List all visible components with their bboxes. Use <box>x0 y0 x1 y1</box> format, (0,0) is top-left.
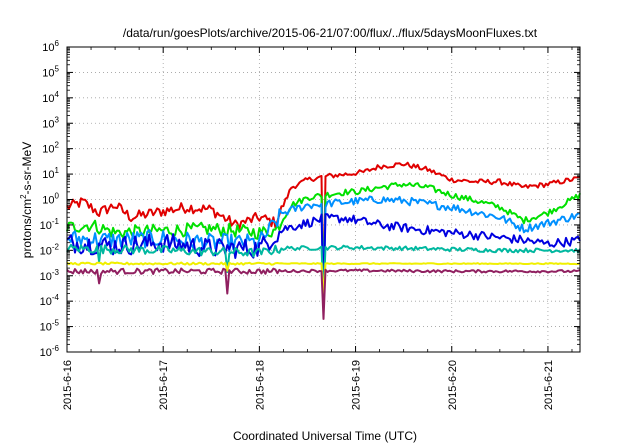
y-tick-label-exp: 2 <box>55 141 60 150</box>
y-tick-label-exp: 5 <box>55 64 60 73</box>
series-line <box>66 267 581 320</box>
y-axis-label: protons/cm2-s-sr-MeV <box>19 142 34 258</box>
y-tick-label-base: 10 <box>42 195 54 207</box>
y-tick-label-base: 10 <box>42 67 54 79</box>
y-tick-label: 10-5 <box>40 319 60 334</box>
y-tick-label: 100 <box>42 192 59 207</box>
y-tick-label-exp: 4 <box>55 90 60 99</box>
x-tick-label: 2015-6-19 <box>351 360 363 410</box>
y-tick-label-base: 10 <box>40 271 52 283</box>
x-tick-label: 2015-6-16 <box>62 360 74 410</box>
y-tick-label-exp: -1 <box>52 217 60 226</box>
y-tick-label-exp: 6 <box>55 39 60 48</box>
y-tick-label-exp: 0 <box>55 192 60 201</box>
y-tick-label-exp: -5 <box>52 319 60 328</box>
y-tick-label: 103 <box>42 115 59 130</box>
x-tick-label: 2015-6-18 <box>254 360 266 410</box>
y-tick-label-base: 10 <box>42 93 54 105</box>
y-axis-label-part: protons/cm <box>20 199 34 258</box>
x-tick-label: 2015-6-17 <box>158 360 170 410</box>
x-tick-labels: 2015-6-16 2015-6-17 2015-6-18 2015-6-19 2015… <box>62 360 555 410</box>
y-tick-label-base: 10 <box>40 347 52 359</box>
y-tick-label: 104 <box>42 90 59 105</box>
plot-border <box>66 46 581 353</box>
y-axis-label-part: -s-sr-MeV <box>20 142 34 195</box>
chart-title: /data/run/goesPlots/archive/2015-06-21/0… <box>123 26 538 40</box>
series-group <box>66 161 581 320</box>
y-tick-label-exp: -4 <box>52 293 60 302</box>
y-tick-label-base: 10 <box>42 118 54 130</box>
y-tick-label-exp: -3 <box>52 268 60 277</box>
y-tick-label: 10-6 <box>40 344 60 359</box>
x-tick-label: 2015-6-21 <box>543 360 555 410</box>
y-tick-label-exp: -2 <box>52 242 60 251</box>
y-axis-label-sup: 2 <box>19 194 28 199</box>
y-tick-label: 105 <box>42 64 59 79</box>
y-tick-label-base: 10 <box>42 169 54 181</box>
y-tick-label-exp: -6 <box>52 344 60 353</box>
x-axis-label: Coordinated Universal Time (UTC) <box>233 429 417 443</box>
y-tick-label: 10-2 <box>40 242 60 257</box>
y-tick-label-base: 10 <box>42 42 54 54</box>
y-tick-label: 101 <box>42 166 59 181</box>
axis-group <box>66 46 581 353</box>
y-tick-label: 10-1 <box>40 217 60 232</box>
y-tick-label: 106 <box>42 39 59 54</box>
y-tick-label-base: 10 <box>40 245 52 257</box>
x-tick-label: 2015-6-20 <box>447 360 459 410</box>
y-tick-labels: 10610510410310210110010-110-210-310-410-… <box>40 39 60 359</box>
y-tick-label: 10-4 <box>40 293 60 308</box>
y-tick-label-exp: 3 <box>55 115 60 124</box>
y-tick-label-base: 10 <box>40 322 52 334</box>
y-tick-label-exp: 1 <box>55 166 60 175</box>
y-tick-label-base: 10 <box>40 296 52 308</box>
y-tick-label-base: 10 <box>40 220 52 232</box>
y-tick-label-base: 10 <box>42 144 54 156</box>
y-tick-label: 10-3 <box>40 268 60 283</box>
y-tick-label: 102 <box>42 141 59 156</box>
